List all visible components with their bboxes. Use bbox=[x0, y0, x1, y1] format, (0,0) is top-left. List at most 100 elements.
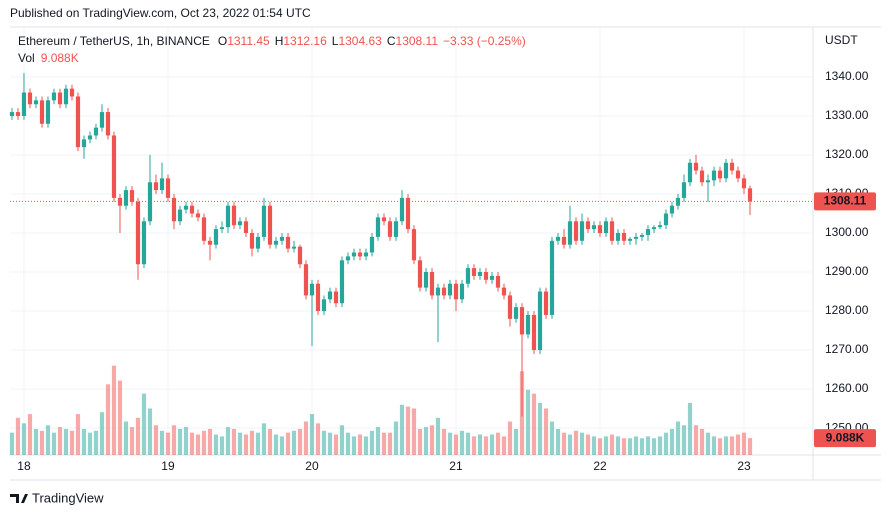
volume-bar bbox=[657, 436, 663, 455]
volume-bar bbox=[9, 432, 15, 455]
candle-body bbox=[597, 225, 603, 234]
volume-bar bbox=[345, 432, 351, 455]
candle-body bbox=[603, 221, 609, 234]
volume-bar bbox=[165, 432, 171, 455]
volume-bar bbox=[675, 421, 681, 455]
volume-bar bbox=[291, 430, 297, 455]
candle-body bbox=[549, 240, 555, 315]
candle-body bbox=[45, 100, 51, 124]
candle-body bbox=[525, 314, 531, 335]
candle-body bbox=[615, 233, 621, 241]
candle-body bbox=[369, 236, 375, 253]
candle-body bbox=[219, 227, 225, 230]
volume-bar bbox=[81, 428, 87, 455]
volume-bar bbox=[33, 428, 39, 455]
volume-bar bbox=[441, 428, 447, 455]
candle-layer bbox=[9, 73, 753, 417]
axis-unit: USDT bbox=[825, 33, 858, 47]
candle-body bbox=[495, 275, 501, 288]
candle-body bbox=[129, 190, 135, 202]
candle-body bbox=[591, 225, 597, 230]
volume-name: Vol bbox=[18, 51, 35, 65]
ohlc-value: 1308.11 bbox=[396, 34, 439, 48]
ohlc-value: 1312.16 bbox=[283, 34, 327, 48]
candle-body bbox=[255, 236, 261, 249]
volume-bar bbox=[477, 434, 483, 455]
candle-body bbox=[399, 197, 405, 222]
candle-body bbox=[291, 246, 297, 249]
volume-bar bbox=[747, 438, 753, 455]
candle-body bbox=[645, 229, 651, 235]
candle-body bbox=[405, 197, 411, 230]
volume-bar bbox=[267, 428, 273, 455]
last-price-label: 1308.11 bbox=[824, 194, 867, 208]
candle-body bbox=[69, 88, 75, 97]
y-tick-label: 1320.00 bbox=[825, 147, 869, 161]
volume-bar bbox=[561, 432, 567, 455]
candle-body bbox=[435, 287, 441, 296]
candle-body bbox=[39, 100, 45, 124]
volume-bar bbox=[669, 428, 675, 455]
candle-body bbox=[633, 236, 639, 239]
volume-bar bbox=[705, 432, 711, 455]
volume-bar bbox=[183, 427, 189, 455]
candle-body bbox=[513, 307, 519, 319]
candle-body bbox=[501, 287, 507, 296]
volume-bar bbox=[549, 421, 555, 455]
volume-bar bbox=[573, 430, 579, 455]
candle-body bbox=[237, 221, 243, 226]
label-layer: 1250.001260.001270.001280.001290.001300.… bbox=[10, 69, 876, 473]
candle-body bbox=[285, 236, 291, 249]
candle-body bbox=[723, 162, 729, 179]
candle-body bbox=[309, 283, 315, 296]
volume-layer bbox=[9, 365, 753, 455]
volume-bar bbox=[45, 425, 51, 455]
volume-bar bbox=[63, 428, 69, 455]
candle-body bbox=[117, 197, 123, 206]
ohlc-value: 1304.63 bbox=[338, 34, 382, 48]
candle-body bbox=[135, 201, 141, 265]
volume-bar bbox=[123, 421, 129, 455]
candle-body bbox=[393, 221, 399, 237]
volume-bar bbox=[201, 430, 207, 455]
candle-body bbox=[273, 240, 279, 245]
volume-bar bbox=[303, 421, 309, 455]
volume-bar bbox=[651, 438, 657, 455]
candle-body bbox=[543, 291, 549, 315]
volume-bar bbox=[117, 380, 123, 455]
candle-body bbox=[213, 229, 219, 245]
volume-bar bbox=[195, 434, 201, 455]
y-tick-label: 1290.00 bbox=[825, 264, 869, 278]
candle-body bbox=[657, 225, 663, 228]
volume-bar bbox=[453, 434, 459, 455]
candle-body bbox=[123, 190, 129, 206]
candle-body bbox=[741, 178, 747, 189]
candle-body bbox=[705, 180, 711, 183]
volume-bar bbox=[531, 393, 537, 455]
volume-bar bbox=[537, 402, 543, 455]
volume-bar bbox=[285, 432, 291, 455]
grid bbox=[10, 27, 813, 455]
volume-bar bbox=[219, 436, 225, 455]
volume-bar bbox=[141, 393, 147, 455]
volume-bar bbox=[567, 434, 573, 455]
candle-body bbox=[87, 135, 93, 140]
volume-bar bbox=[627, 438, 633, 455]
volume-bar bbox=[231, 428, 237, 455]
volume-bar bbox=[351, 436, 357, 455]
candle-body bbox=[747, 188, 753, 202]
volume-bar bbox=[21, 423, 27, 455]
volume-bar bbox=[105, 384, 111, 455]
volume-bar bbox=[405, 406, 411, 455]
candle-body bbox=[585, 221, 591, 230]
candle-body bbox=[687, 162, 693, 183]
brand-logo: TradingView bbox=[10, 490, 104, 505]
volume-bar bbox=[87, 432, 93, 455]
volume-bar bbox=[237, 432, 243, 455]
volume-bar bbox=[339, 425, 345, 455]
y-tick-label: 1280.00 bbox=[825, 303, 869, 317]
candle-body bbox=[279, 236, 285, 241]
candle-body bbox=[63, 88, 69, 105]
volume-bar bbox=[609, 434, 615, 455]
candle-body bbox=[561, 236, 567, 245]
